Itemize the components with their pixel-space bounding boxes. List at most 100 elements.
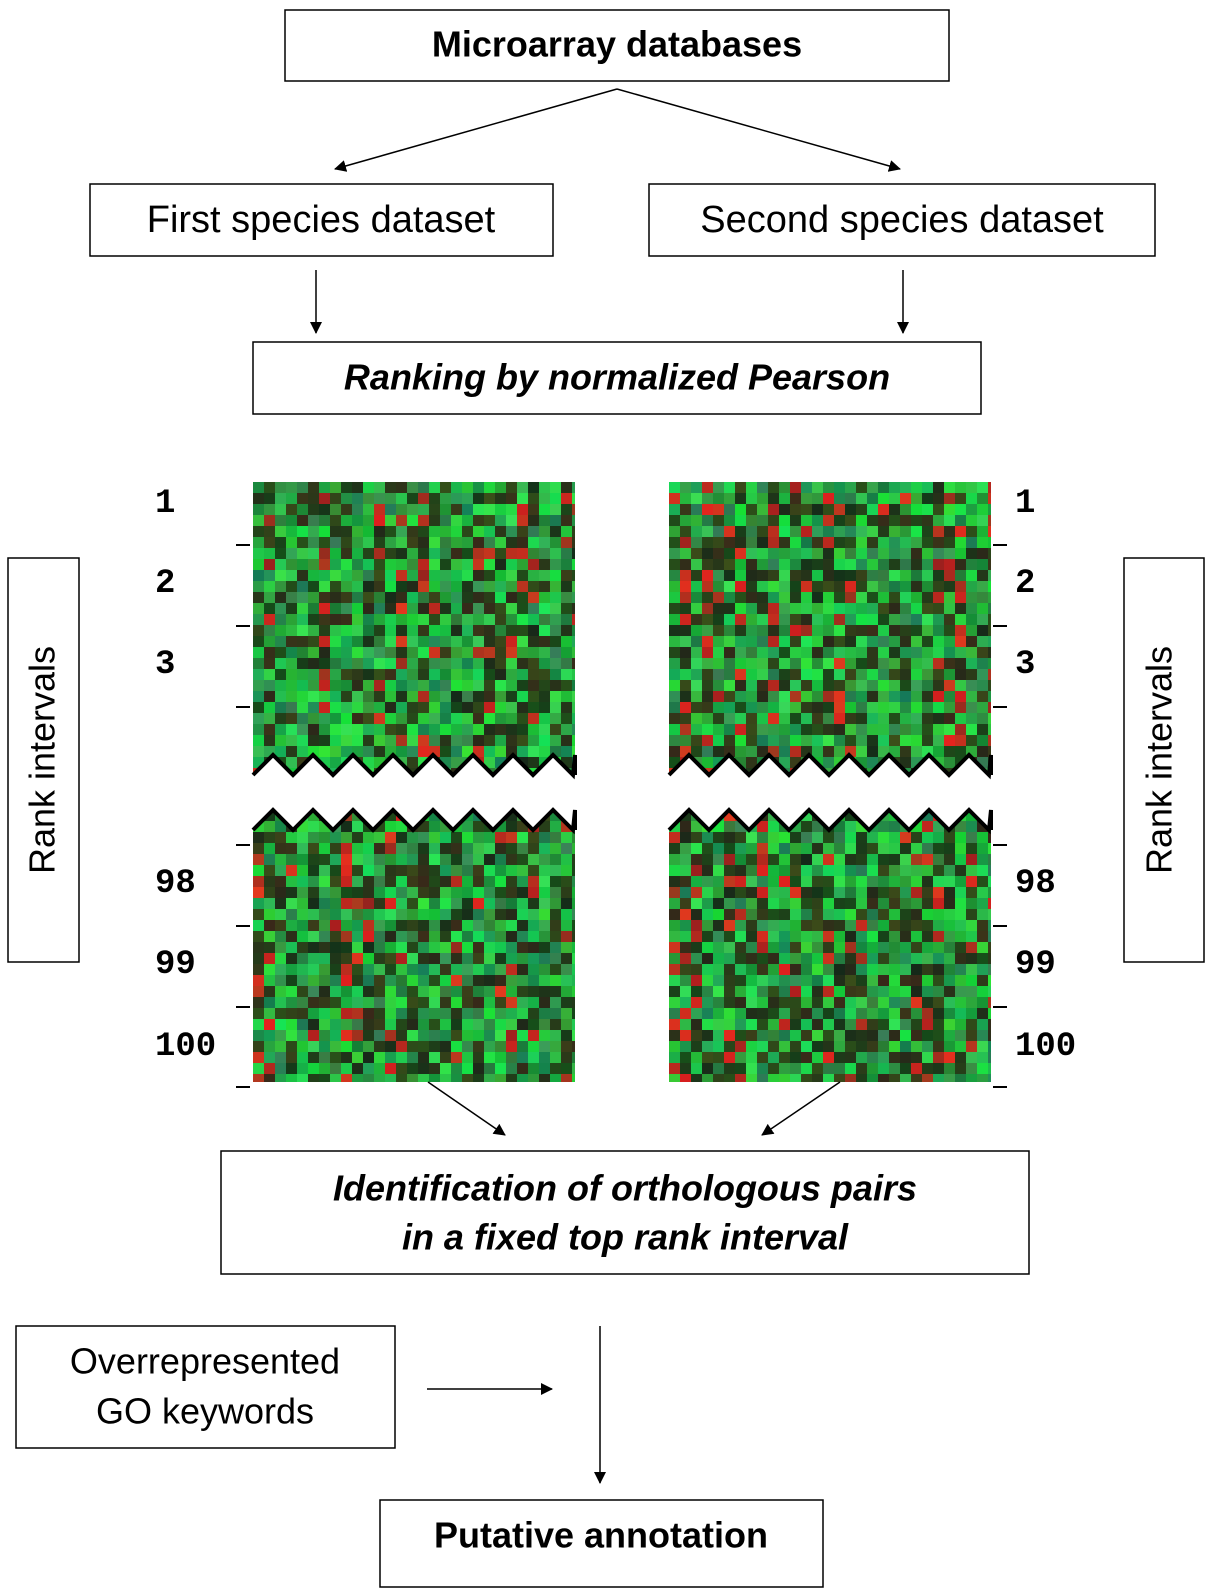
heatmap-cell <box>385 843 396 854</box>
heatmap-cell <box>933 1019 944 1030</box>
heatmap-cell <box>561 843 572 854</box>
heatmap-cell <box>691 548 702 559</box>
heatmap-cell <box>911 526 922 537</box>
heatmap-cell <box>451 865 462 876</box>
heatmap-cell <box>572 504 575 515</box>
heatmap-cell <box>539 691 550 702</box>
heatmap-cell <box>724 724 735 735</box>
heatmap-cell <box>867 493 878 504</box>
heatmap-cell <box>779 746 790 757</box>
heatmap-cell <box>790 614 801 625</box>
heatmap-cell <box>713 832 724 843</box>
heatmap-cell <box>297 636 308 647</box>
heatmap-cell <box>680 909 691 920</box>
heatmap-cell <box>746 647 757 658</box>
heatmap-cell <box>561 1074 572 1082</box>
heatmap-cell <box>451 997 462 1008</box>
heatmap-cell <box>834 876 845 887</box>
heatmap-cell <box>955 636 966 647</box>
heatmap-cell <box>440 647 451 658</box>
heatmap-cell <box>889 559 900 570</box>
heatmap-cell <box>374 909 385 920</box>
heatmap-cell <box>933 669 944 680</box>
heatmap-cell <box>845 854 856 865</box>
heatmap-cell <box>900 909 911 920</box>
heatmap-cell <box>768 975 779 986</box>
heatmap-cell <box>330 1030 341 1041</box>
heatmap-cell <box>330 680 341 691</box>
heatmap-cell <box>922 625 933 636</box>
heatmap-cell <box>801 702 812 713</box>
heatmap-cell <box>757 504 768 515</box>
heatmap-cell <box>977 854 988 865</box>
heatmap-cell <box>801 909 812 920</box>
heatmap-cell <box>713 821 724 832</box>
heatmap-cell <box>955 876 966 887</box>
heatmap-cell <box>253 636 264 647</box>
heatmap-cell <box>319 735 330 746</box>
heatmap-cell <box>801 691 812 702</box>
heatmap-cell <box>801 1063 812 1074</box>
heatmap-cell <box>779 636 790 647</box>
heatmap-cell <box>396 548 407 559</box>
heatmap-cell <box>955 735 966 746</box>
heatmap-cell <box>790 920 801 931</box>
heatmap-cell <box>363 1052 374 1063</box>
heatmap-cell <box>757 1019 768 1030</box>
heatmap-cell <box>955 504 966 515</box>
heatmap-cell <box>451 636 462 647</box>
heatmap-cell <box>275 614 286 625</box>
heatmap-cell <box>473 1063 484 1074</box>
heatmap-cell <box>506 625 517 636</box>
heatmap-cell <box>308 942 319 953</box>
heatmap-cell <box>550 493 561 504</box>
heatmap-cell <box>768 559 779 570</box>
heatmap-cell <box>724 548 735 559</box>
heatmap-cell <box>517 603 528 614</box>
heatmap-cell <box>407 713 418 724</box>
heatmap-cell <box>856 603 867 614</box>
heatmap-cell <box>506 669 517 680</box>
heatmap-cell <box>363 832 374 843</box>
heatmap-cell <box>702 1063 713 1074</box>
heatmap-cell <box>790 658 801 669</box>
heatmap-cell <box>757 1052 768 1063</box>
heatmap-cell <box>735 680 746 691</box>
heatmap-cell <box>779 526 790 537</box>
heatmap-cell <box>484 625 495 636</box>
heatmap-cell <box>834 931 845 942</box>
heatmap-cell <box>856 735 867 746</box>
heatmap-cell <box>768 581 779 592</box>
heatmap-cell <box>352 1074 363 1082</box>
heatmap-cell <box>418 614 429 625</box>
heatmap-cell <box>988 691 991 702</box>
heatmap-cell <box>539 735 550 746</box>
heatmap-cell <box>691 1041 702 1052</box>
heatmap-cell <box>539 592 550 603</box>
heatmap-cell <box>735 581 746 592</box>
heatmap-cell <box>966 691 977 702</box>
heatmap-cell <box>922 909 933 920</box>
heatmap-cell <box>308 702 319 713</box>
heatmap-cell <box>440 975 451 986</box>
heatmap-cell <box>889 1019 900 1030</box>
heatmap-cell <box>308 647 319 658</box>
heatmap-cell <box>922 1041 933 1052</box>
heatmap-cell <box>484 746 495 757</box>
heatmap-cell <box>966 603 977 614</box>
heatmap-cell <box>845 986 856 997</box>
heatmap-cell <box>451 1030 462 1041</box>
heatmap-cell <box>823 526 834 537</box>
heatmap-cell <box>867 581 878 592</box>
heatmap-cell <box>418 559 429 570</box>
heatmap-cell <box>889 603 900 614</box>
heatmap-cell <box>429 746 440 757</box>
heatmap-cell <box>429 832 440 843</box>
heatmap-cell <box>812 964 823 975</box>
heatmap-cell <box>713 504 724 515</box>
heatmap-cell <box>253 986 264 997</box>
heatmap-cell <box>746 843 757 854</box>
heatmap-cell <box>900 691 911 702</box>
heatmap-cell <box>462 1041 473 1052</box>
heatmap-cell <box>856 636 867 647</box>
